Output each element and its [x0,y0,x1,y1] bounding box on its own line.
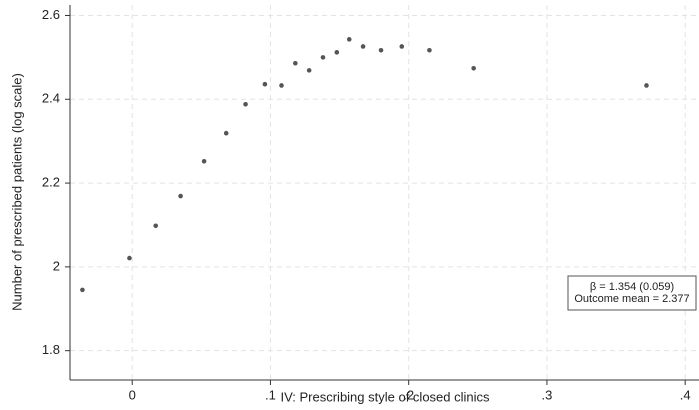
point [378,47,384,53]
x-tick-label: .3 [542,387,553,402]
point [427,47,432,53]
point [360,44,366,49]
point [293,60,298,66]
point [279,83,284,88]
point [127,255,132,261]
plot-area [70,5,699,380]
point [178,193,183,199]
point [201,158,207,164]
annotation-text: β = 1.354 (0.059) [590,281,674,293]
point [80,287,85,293]
annotation-text: Outcome mean = 2.377 [574,293,689,305]
point [262,81,268,87]
y-tick-label: 2.6 [42,7,60,22]
point [399,44,405,49]
point [334,50,340,55]
x-tick-label: .1 [265,387,276,402]
point [471,65,476,71]
x-tick-label: .4 [680,387,691,402]
point [153,223,159,229]
y-tick-label: 2 [53,258,60,273]
x-tick-label: .2 [403,387,414,402]
annotation-box [567,275,697,311]
point [243,102,248,107]
x-tick-label: 0 [129,387,136,402]
y-tick-label: 2.2 [42,175,60,190]
y-tick-label: 2.4 [42,91,60,106]
point [644,83,649,88]
point [320,55,326,60]
y-axis-label: Number of prescribed patients (log scale… [9,73,24,311]
point [223,130,229,136]
x-axis-label: IV: Prescribing style of closed clinics [280,389,490,404]
point [346,37,352,42]
y-tick-label: 1.8 [42,342,60,357]
point [306,68,312,73]
